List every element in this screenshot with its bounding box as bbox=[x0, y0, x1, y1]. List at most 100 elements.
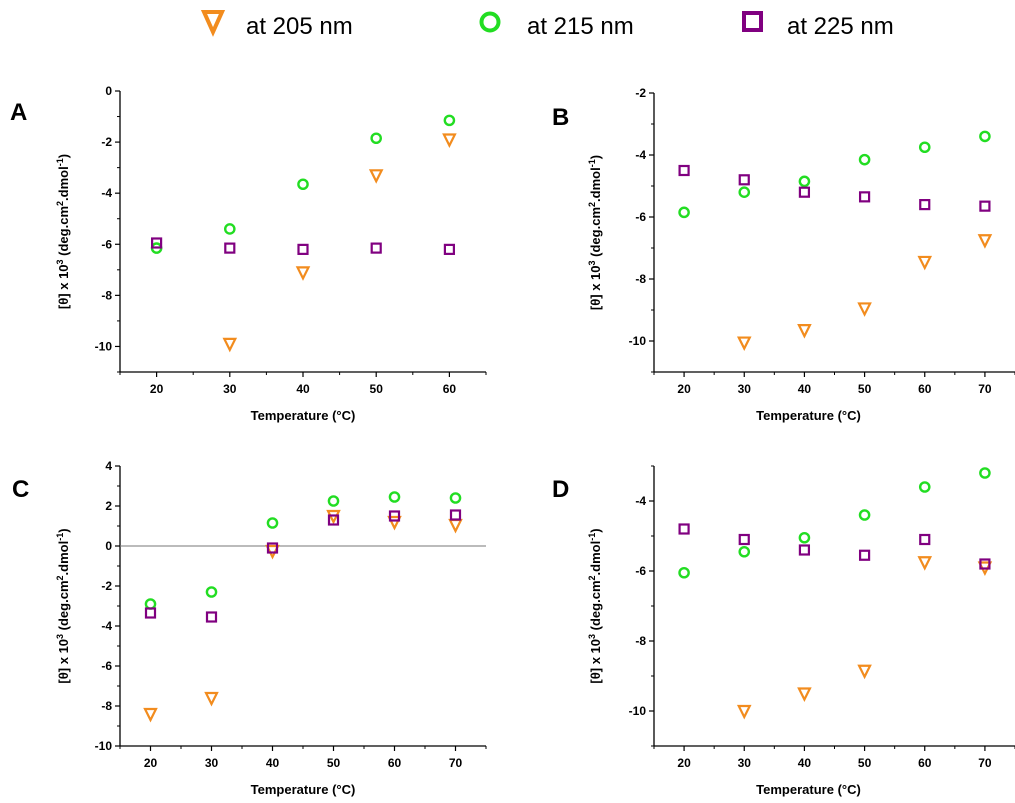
x-tick-label: 50 bbox=[858, 756, 872, 770]
data-point bbox=[738, 545, 751, 558]
y-tick-label: -10 bbox=[629, 704, 647, 718]
y-tick-label: -2 bbox=[635, 86, 646, 100]
data-point bbox=[979, 558, 991, 570]
data-point bbox=[205, 611, 218, 623]
x-tick-label: 50 bbox=[858, 382, 872, 396]
x-tick-label: 20 bbox=[150, 382, 164, 396]
y-tick-label: 2 bbox=[105, 499, 112, 513]
y-axis-title: [θ] x 103 (deg.cm2.dmol-1) bbox=[55, 528, 71, 683]
series-205nm bbox=[736, 556, 993, 720]
x-tick-label: 60 bbox=[443, 382, 457, 396]
data-point bbox=[443, 243, 455, 255]
y-tick-label: -6 bbox=[101, 659, 112, 673]
data-point bbox=[917, 255, 933, 271]
data-point bbox=[977, 561, 993, 576]
x-axis-title: Temperature (°C) bbox=[251, 782, 356, 797]
legend-entry-225: at 225 nm bbox=[742, 11, 894, 40]
series-215nm bbox=[678, 130, 991, 219]
x-tick-label: 60 bbox=[918, 756, 932, 770]
series-225nm bbox=[678, 523, 991, 570]
series-205nm bbox=[222, 133, 457, 353]
data-point bbox=[143, 707, 158, 723]
data-point bbox=[919, 533, 931, 546]
data-point bbox=[798, 531, 811, 544]
data-point bbox=[858, 509, 871, 521]
data-point bbox=[368, 169, 384, 184]
data-point bbox=[979, 467, 991, 479]
x-axis-title: Temperature (°C) bbox=[251, 408, 356, 423]
x-tick-label: 40 bbox=[798, 382, 812, 396]
data-point bbox=[265, 544, 280, 560]
legend-label-205: at 205 nm bbox=[246, 13, 353, 40]
data-point bbox=[222, 337, 238, 353]
y-tick-label: -6 bbox=[635, 210, 646, 224]
chart-legend: at 205 nm at 215 nm at 225 nm bbox=[0, 0, 1015, 60]
series-205nm bbox=[143, 509, 463, 723]
legend-entry-215: at 215 nm bbox=[479, 11, 634, 40]
y-tick-label: -6 bbox=[101, 237, 112, 251]
y-tick-label: -10 bbox=[95, 739, 113, 753]
y-tick-label: -4 bbox=[101, 619, 112, 633]
x-axis-title: Temperature (°C) bbox=[756, 782, 861, 797]
data-point bbox=[223, 223, 236, 235]
x-tick-label: 20 bbox=[144, 756, 158, 770]
series-215nm bbox=[144, 491, 462, 610]
data-point bbox=[370, 242, 382, 254]
y-axis-title: [θ] x 103 (deg.cm2.dmol-1) bbox=[55, 154, 71, 309]
x-tick-label: 30 bbox=[738, 756, 752, 770]
y-tick-label: -10 bbox=[629, 334, 647, 348]
data-point bbox=[204, 691, 219, 707]
data-point bbox=[738, 533, 750, 546]
data-point bbox=[918, 141, 931, 154]
x-tick-label: 30 bbox=[223, 382, 237, 396]
data-point bbox=[297, 243, 309, 255]
x-tick-label: 40 bbox=[266, 756, 280, 770]
data-point bbox=[144, 598, 157, 610]
y-tick-label: -8 bbox=[635, 272, 646, 286]
y-tick-label: -8 bbox=[101, 288, 112, 302]
y-axis-title: [θ] x 103 (deg.cm2.dmol-1) bbox=[587, 528, 603, 683]
data-point bbox=[443, 114, 456, 127]
data-point bbox=[151, 237, 163, 249]
data-point bbox=[857, 302, 872, 317]
data-point bbox=[224, 242, 236, 254]
y-tick-label: -10 bbox=[95, 339, 113, 353]
data-point bbox=[678, 566, 690, 579]
data-point bbox=[295, 266, 311, 281]
data-point bbox=[266, 542, 279, 554]
y-tick-label: -4 bbox=[635, 148, 646, 162]
series-215nm bbox=[678, 467, 991, 579]
y-tick-label: -6 bbox=[635, 564, 646, 578]
data-point bbox=[266, 517, 279, 529]
x-tick-label: 70 bbox=[978, 756, 992, 770]
data-point bbox=[858, 549, 871, 561]
series-215nm bbox=[150, 114, 456, 254]
y-tick-label: 0 bbox=[105, 539, 112, 553]
data-point bbox=[144, 607, 157, 619]
y-tick-label: -4 bbox=[635, 494, 646, 508]
x-tick-label: 40 bbox=[798, 756, 812, 770]
legend-entry-205: at 205 nm bbox=[200, 10, 353, 40]
y-tick-label: 4 bbox=[105, 459, 112, 473]
legend-marker-triangle bbox=[200, 10, 226, 37]
data-point bbox=[738, 186, 751, 198]
panel-letter: B bbox=[552, 104, 569, 131]
data-point bbox=[327, 495, 340, 507]
y-tick-label: -4 bbox=[101, 186, 112, 200]
x-tick-label: 30 bbox=[205, 756, 219, 770]
data-point bbox=[448, 518, 463, 534]
data-point bbox=[370, 132, 383, 145]
data-point bbox=[327, 514, 340, 526]
x-tick-label: 30 bbox=[738, 382, 752, 396]
series-225nm bbox=[151, 237, 455, 255]
data-point bbox=[979, 130, 991, 143]
y-tick-label: 0 bbox=[105, 84, 112, 98]
data-point bbox=[736, 704, 752, 720]
data-point bbox=[798, 544, 811, 556]
x-tick-label: 20 bbox=[677, 382, 691, 396]
y-tick-label: -2 bbox=[101, 579, 112, 593]
data-point bbox=[918, 481, 931, 493]
